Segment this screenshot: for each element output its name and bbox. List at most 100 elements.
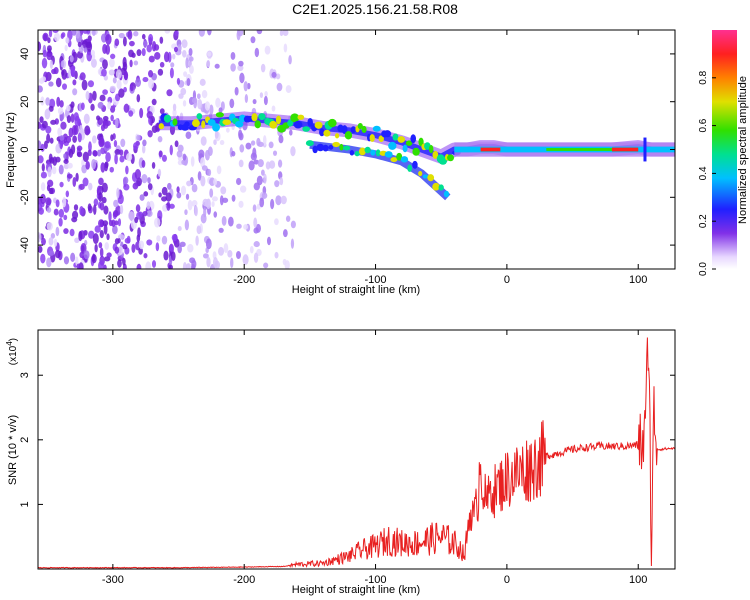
spectrogram-cell [200, 136, 207, 146]
snr-y-tick-label: 1 [19, 501, 31, 507]
spectrogram-cell [107, 101, 112, 110]
spectrogram-signal-blob [158, 123, 164, 130]
spectrogram-cell [253, 252, 259, 263]
spectrogram-y-axis: -40 -20 0 20 40 [19, 48, 675, 253]
spectrogram-cell [266, 236, 271, 246]
spectrogram-cell [98, 136, 105, 148]
spectrogram-cell [98, 260, 105, 269]
spectrogram-cell [69, 228, 75, 237]
spectrogram-signal-blob [163, 114, 172, 123]
spectrogram-cell [85, 161, 90, 170]
spectrogram-signal-blob [427, 174, 435, 182]
spectrogram-cell [256, 137, 261, 147]
spectrogram-cell [51, 166, 57, 175]
snr-y-tick-label: 2 [19, 437, 31, 443]
spectrogram-cell [101, 68, 107, 77]
spectrogram-cell [83, 113, 90, 124]
spectrogram-cell [280, 195, 287, 205]
spectrogram-cell [260, 63, 266, 73]
spectrogram-cell [146, 210, 153, 217]
spectrogram-cell [76, 145, 83, 151]
spectrogram-cell [211, 196, 218, 202]
spectrogram-cell [86, 30, 91, 35]
spectrogram-y-tick-label: -20 [19, 189, 31, 205]
spectrogram-cell [170, 62, 175, 68]
spectrogram-cell [252, 204, 257, 212]
colorbar-label: Normalized spectral amplitude [737, 76, 749, 224]
snr-y-axis: 1 2 3 [19, 372, 675, 507]
svg-text:(x104): (x104) [5, 338, 19, 365]
spectrogram-cell [108, 211, 112, 222]
spectrogram-signal-blob [316, 143, 325, 152]
spectrogram-cell [164, 30, 171, 34]
snr-x-tick-label: 0 [504, 574, 510, 586]
spectrogram-cell [129, 40, 135, 47]
spectrogram-cell [182, 153, 187, 161]
spectrogram-cell [133, 142, 139, 150]
spectrogram-cell [49, 59, 54, 69]
spectrogram-cell [172, 103, 177, 111]
spectrogram-cell [259, 92, 264, 98]
spectrogram-cell [146, 111, 153, 119]
spectrogram-cell [172, 53, 176, 60]
spectrogram-cell [122, 36, 127, 47]
spectrogram-cell [154, 217, 161, 228]
spectrogram-signal-blob [287, 119, 294, 127]
snr-y-label: SNR (10 * v/v) [7, 415, 19, 485]
spectrogram-signal-blob [369, 134, 375, 142]
spectrogram-cell [109, 85, 116, 93]
spectrogram-cell [189, 257, 196, 264]
spectrogram-cell [239, 144, 245, 153]
spectrogram-cell [257, 159, 264, 168]
spectrogram-cell [90, 58, 97, 68]
spectrogram-cell [90, 103, 95, 111]
spectrogram-cell [190, 156, 195, 167]
spectrogram-cell [102, 118, 107, 127]
spectrogram-cell [76, 50, 84, 59]
spectrogram-cell [146, 201, 151, 210]
spectrogram-cell [67, 30, 73, 41]
spectrogram-cell [154, 51, 161, 60]
spectrogram-cell [173, 46, 178, 53]
spectrogram-cell [70, 252, 76, 263]
spectrogram-cell [131, 243, 136, 254]
colorbar-tick-label: 0.2 [698, 214, 709, 228]
spectrogram-cell [169, 144, 173, 156]
spectrogram-cell [253, 217, 258, 228]
spectrogram-cell [132, 182, 139, 190]
spectrogram-cell [47, 166, 52, 178]
spectrogram-cell [62, 197, 67, 208]
spectrogram-cell [91, 30, 96, 37]
spectrogram-cell [201, 165, 208, 171]
spectrogram-cell [211, 201, 215, 207]
spectrogram-cell [108, 69, 115, 76]
spectrogram-cell [250, 36, 256, 44]
spectrogram-cell [70, 101, 75, 109]
spectrogram-cell [142, 139, 147, 147]
spectrogram-cell [73, 112, 79, 121]
spectrogram-cell [243, 224, 249, 230]
spectrogram-signal-blob [349, 150, 355, 156]
spectrogram-cell [79, 72, 86, 81]
spectrogram-cell [60, 33, 65, 40]
spectrogram-cell [207, 146, 213, 157]
spectrogram-cell [151, 260, 157, 268]
spectrogram-signal-blob [196, 113, 203, 120]
spectrogram-cell [63, 214, 68, 221]
spectrogram-signal-blob [323, 129, 331, 137]
spectrogram-cell [117, 238, 121, 244]
spectrogram-cell [200, 175, 206, 187]
spectrogram-cell [201, 90, 208, 99]
spectrogram-x-tick-label: -200 [233, 274, 255, 286]
colorbar-tick-label: 0.4 [698, 166, 709, 180]
spectrogram-cell [134, 216, 139, 224]
spectrogram-cell [207, 30, 212, 36]
spectrogram-cell [186, 180, 192, 187]
spectrogram-cell [271, 105, 276, 112]
spectrogram-signal-blob [172, 118, 178, 126]
spectrogram-signal-blob [212, 123, 220, 132]
spectrogram-cell [48, 98, 56, 109]
spectrogram-cell [77, 132, 82, 143]
spectrogram-cell [39, 116, 44, 124]
